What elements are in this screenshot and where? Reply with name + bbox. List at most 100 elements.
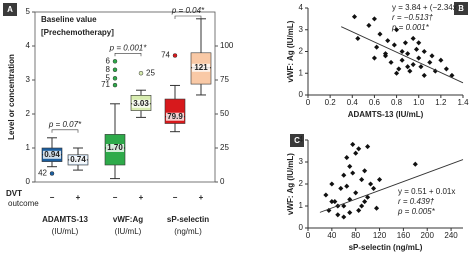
panel-letter: A [7,5,13,14]
point [394,70,400,76]
median-label: 0.74 [70,155,86,164]
y-tick-label: 0 [26,177,31,186]
trend-line [341,26,464,84]
outlier [112,82,118,88]
point [366,22,372,28]
y-tick-label: 3 [26,75,31,84]
y-axis-label: vWF: Ag (IU/mL) [286,153,295,215]
outcome-sign: − [113,193,118,202]
y2-tick-label: 25 [220,143,229,152]
point [350,141,356,147]
y-tick-label: 0 [299,90,304,99]
point [396,66,402,72]
point [355,35,361,41]
point [405,64,411,70]
point [371,55,377,61]
point [391,42,397,48]
y2-tick-label: 100 [220,41,234,50]
point [427,59,433,65]
point [371,185,377,191]
outlier [49,171,55,176]
point [412,161,418,167]
panel-letter-box [454,2,468,15]
y-tick-label: 5 [26,7,31,16]
point [356,146,362,152]
point [335,212,341,218]
point [376,177,383,183]
x-tick-label: 120 [373,231,387,240]
point [413,46,420,52]
point [407,68,413,74]
annotation: r = −0.513† [392,13,433,22]
group-unit: (IU/mL) [115,227,142,236]
outlier-label: 42 [38,169,47,178]
point [341,214,347,220]
p-value: p = 0.07* [48,120,82,129]
point [329,181,335,187]
median-label-box [106,144,124,152]
outcome-sign: + [139,193,144,202]
row-label: DVT [6,189,22,198]
point [394,27,400,33]
point [402,40,408,46]
point [410,35,416,41]
point [359,203,365,209]
x-axis-label: ADAMTS-13 (IU/mL) [348,110,424,119]
y2-tick-label: 50 [220,109,229,118]
point [365,194,371,200]
annotation: r = 0.439† [398,197,435,206]
group-unit: (IU/mL) [52,227,79,236]
x-tick-label: 80 [351,231,360,240]
outlier [172,53,178,58]
point [410,62,416,68]
x-tick-label: 240 [444,231,458,240]
median-label: 0.94 [44,150,60,159]
point [421,48,427,55]
significance-bracket [51,129,79,133]
panel-letter-box [290,134,304,147]
point [350,170,356,176]
significance-bracket [114,53,142,57]
point [418,64,424,70]
x-tick-label: 200 [421,231,435,240]
point [365,144,371,150]
annotation: y = 3.84 + (−2.34x) [392,3,460,12]
x-tick-label: 0.4 [347,98,359,107]
outlier [112,76,118,81]
point [344,155,350,161]
outlier-label: 5 [106,73,111,82]
point [362,168,368,174]
point [443,66,449,72]
x-tick-label: 1.4 [457,98,469,107]
chart-title: Baseline value [41,15,97,24]
point [421,72,427,78]
x-tick-label: 0.8 [391,98,403,107]
point [353,190,359,196]
x-tick-label: 0.6 [369,98,381,107]
group-label: vWF:Ag [113,215,143,224]
point [374,205,380,211]
outlier [112,59,118,64]
outlier-label: 6 [106,56,111,65]
x-axis-label: sP-selectin (ng/mL) [349,243,423,252]
point [338,185,344,191]
y-tick-label: 0 [299,223,304,232]
median-label-box [166,112,184,121]
point [416,55,422,61]
y2-tick-label: 0 [220,177,225,186]
y-tick-label: 2 [299,179,304,188]
group-label: ADAMTS-13 [42,215,88,224]
significance-bracket [174,15,202,19]
outlier-label: 74 [161,51,170,60]
outlier-label: 71 [101,80,110,89]
y-tick-label: 4 [26,41,31,50]
outcome-sign: + [199,193,204,202]
outcome-sign: − [50,193,55,202]
y-axis-label: Level or concentration [7,54,16,140]
point [356,207,362,213]
x-tick-label: 0.2 [325,98,337,107]
x-tick-label: 160 [397,231,411,240]
median-label: 1.70 [107,143,123,152]
point [362,199,368,205]
